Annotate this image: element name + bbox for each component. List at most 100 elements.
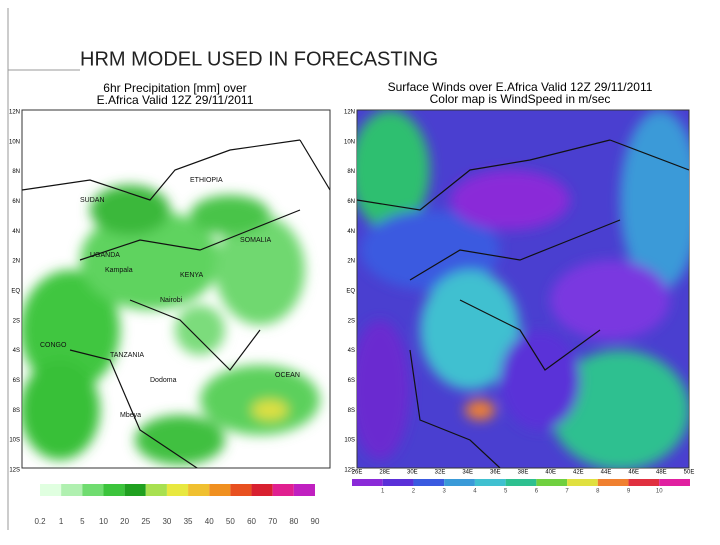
lat-label: 8N: [12, 169, 20, 175]
colorbar-label: 10: [656, 489, 663, 495]
lon-label: 42E: [573, 470, 584, 476]
colorbar-swatch: [230, 484, 252, 496]
place-label: Dodoma: [150, 377, 177, 384]
colorbar-label: 8: [596, 489, 600, 495]
lon-label: 32E: [435, 470, 446, 476]
wind-map: Surface Winds over E.Africa Valid 12Z 29…: [344, 80, 695, 495]
colorbar-label: 30: [162, 517, 171, 526]
place-label: OCEAN: [275, 372, 300, 379]
colorbar-label: 3: [443, 489, 447, 495]
lat-label: 4N: [347, 229, 355, 235]
precip-field: [22, 185, 320, 465]
lat-label: 8N: [347, 169, 355, 175]
colorbar-swatch: [145, 484, 167, 496]
colorbar-label: 0.2: [34, 517, 46, 526]
colorbar-swatch: [209, 484, 231, 496]
colorbar-label: 1: [381, 489, 385, 495]
lat-label: 10N: [344, 139, 355, 145]
borders: [357, 139, 689, 468]
colorbar-label: 50: [226, 517, 235, 526]
colorbar-label: 5: [80, 517, 85, 526]
lat-label: EQ: [11, 289, 20, 295]
place-label: Kampala: [105, 267, 133, 274]
wind-field: [357, 110, 689, 468]
colorbar-swatch: [166, 484, 189, 496]
colorbar-label: 90: [311, 517, 320, 526]
lon-label: 40E: [545, 470, 556, 476]
colorbar-swatch: [352, 479, 383, 486]
colorbar-label: 60: [247, 517, 256, 526]
colorbar-swatch: [188, 484, 210, 496]
colorbar-swatch: [61, 484, 83, 496]
colorbar-label: 7: [565, 489, 569, 495]
lon-label: 26E: [352, 470, 363, 476]
colorbar-swatch: [251, 484, 273, 496]
colorbar-label: 80: [289, 517, 298, 526]
colorbar-swatch: [413, 479, 445, 486]
colorbar-label: 70: [268, 517, 277, 526]
colorbar-label: 35: [184, 517, 193, 526]
colorbar-label: 1: [59, 517, 64, 526]
lon-label: 34E: [462, 470, 473, 476]
place-label: UGANDA: [90, 252, 120, 259]
lon-label: 38E: [518, 470, 529, 476]
colorbar-label: 5: [504, 489, 508, 495]
lat-label: 2N: [12, 259, 20, 265]
place-label: CONGO: [40, 342, 67, 349]
colorbar-swatch: [505, 479, 537, 486]
map-title: Surface Winds over E.Africa Valid 12Z 29…: [388, 80, 653, 94]
lat-label: 12S: [9, 468, 20, 474]
lon-label: 50E: [684, 470, 695, 476]
lat-label: 6N: [347, 199, 355, 205]
place-label: SOMALIA: [240, 237, 271, 244]
lat-label: 8S: [348, 408, 355, 414]
lat-label: 4S: [348, 348, 355, 354]
map-title: E.Africa Valid 12Z 29/11/2011: [97, 93, 254, 107]
map-title: Color map is WindSpeed in m/sec: [430, 92, 611, 106]
slide-title: HRM MODEL USED IN FORECASTING: [80, 48, 438, 70]
precip-map: 6hr Precipitation [mm] over E.Africa Val…: [9, 81, 331, 526]
colorbar-swatch: [536, 479, 568, 486]
lat-label: 10S: [9, 438, 20, 444]
lat-label: 10N: [9, 139, 20, 145]
colorbar-swatch: [659, 479, 690, 486]
lat-label: 10S: [344, 438, 355, 444]
colorbar-label: 40: [205, 517, 214, 526]
colorbar-label: 2: [412, 489, 416, 495]
colorbar-swatch: [272, 484, 294, 496]
colorbar-swatch: [124, 484, 146, 496]
lon-label: 46E: [628, 470, 639, 476]
lon-label: 44E: [601, 470, 612, 476]
colorbar-swatch: [597, 479, 629, 486]
lat-label: 12S: [344, 468, 355, 474]
colorbar-label: 9: [627, 489, 631, 495]
lat-label: 12N: [344, 110, 355, 116]
place-label: TANZANIA: [110, 352, 144, 359]
colorbar-swatch: [628, 479, 660, 486]
lat-label: 4S: [13, 348, 20, 354]
colorbar-swatch: [40, 484, 62, 496]
colorbar-label: 20: [120, 517, 129, 526]
lon-label: 28E: [379, 470, 390, 476]
lon-label: 48E: [656, 470, 667, 476]
colorbar-label: 6: [535, 489, 539, 495]
lat-label: 2N: [347, 259, 355, 265]
lat-label: 6S: [13, 378, 20, 384]
lon-label: 30E: [407, 470, 418, 476]
place-label: KENYA: [180, 272, 204, 279]
colorbar-swatch: [567, 479, 598, 486]
borders: [22, 139, 330, 468]
lat-label: 12N: [9, 110, 20, 116]
colorbar-label: 10: [99, 517, 108, 526]
place-label: Mbeya: [120, 412, 141, 419]
lat-label: 6S: [348, 378, 355, 384]
place-label: SUDAN: [80, 197, 105, 204]
colorbar-swatch: [293, 484, 315, 496]
lat-label: 2S: [348, 318, 355, 324]
colorbar-label: 4: [473, 489, 477, 495]
colorbar-label: 25: [141, 517, 150, 526]
place-label: Nairobi: [160, 297, 183, 304]
lat-label: 2S: [13, 318, 20, 324]
map-title: 6hr Precipitation [mm] over: [103, 81, 246, 95]
lat-label: 6N: [12, 199, 20, 205]
